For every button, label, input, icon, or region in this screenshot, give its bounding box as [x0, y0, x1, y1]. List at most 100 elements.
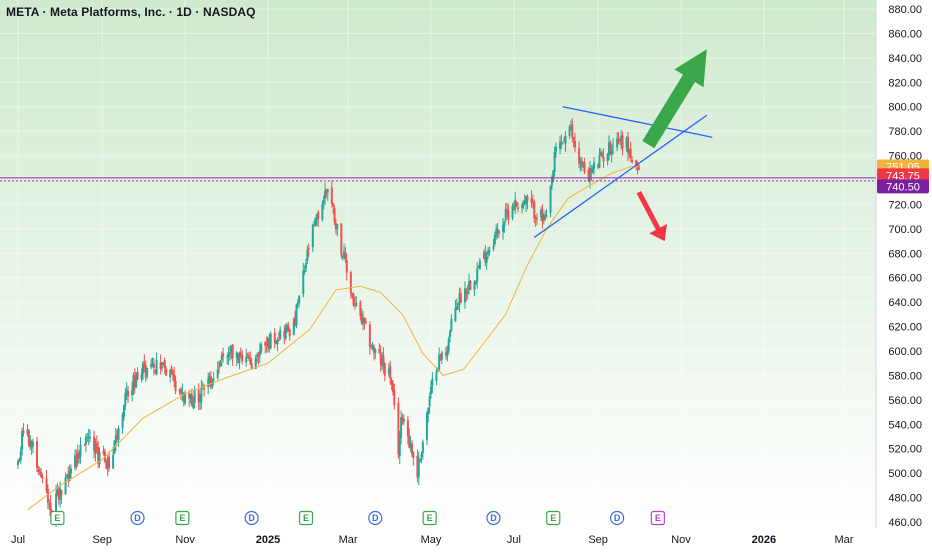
time-tick-label: Sep: [588, 534, 608, 546]
candle-body: [79, 444, 82, 457]
candle: [112, 447, 115, 469]
earnings-marker[interactable]: E: [298, 510, 314, 526]
dividend-marker[interactable]: D: [244, 510, 259, 526]
candle-body: [122, 405, 125, 417]
candle: [431, 372, 434, 394]
candle: [478, 258, 481, 270]
candle-body: [106, 457, 109, 468]
arrow-down[interactable]: [636, 191, 667, 242]
candle: [180, 386, 183, 401]
price-tick-label: 880.00: [888, 4, 922, 16]
candle: [325, 188, 328, 198]
trendline[interactable]: [533, 114, 708, 238]
candle-body: [239, 352, 242, 355]
candle-body: [398, 436, 401, 457]
candle-body: [466, 291, 469, 294]
candle-body: [247, 356, 250, 359]
candle: [463, 281, 466, 309]
candle: [105, 459, 108, 470]
candle: [144, 360, 147, 382]
candle-body: [571, 124, 574, 138]
candle: [598, 147, 601, 169]
candle: [67, 466, 70, 488]
earnings-marker[interactable]: E: [650, 510, 665, 526]
earnings-marker[interactable]: E: [50, 510, 65, 526]
candle: [36, 436, 39, 472]
candle-body: [550, 178, 553, 186]
candle-body: [515, 201, 518, 206]
candle: [526, 194, 529, 210]
dividend-marker[interactable]: D: [368, 510, 383, 526]
dividend-marker[interactable]: D: [610, 510, 625, 526]
candle: [379, 345, 382, 373]
candle-body: [493, 235, 496, 245]
earnings-marker[interactable]: E: [175, 510, 190, 526]
candle: [26, 424, 29, 437]
candle: [447, 336, 450, 354]
candle: [220, 351, 223, 366]
candle: [355, 295, 358, 307]
price-tick-label: 540.00: [888, 419, 922, 431]
candle: [219, 359, 222, 368]
candle-body: [579, 162, 582, 165]
candle-body: [277, 339, 280, 341]
candle: [298, 295, 301, 308]
candle-body: [568, 126, 571, 137]
candle: [79, 437, 82, 464]
marker-label: E: [427, 513, 433, 523]
candle: [626, 131, 629, 162]
candle-body: [393, 390, 396, 406]
candle: [266, 336, 269, 353]
candle: [311, 223, 314, 253]
dividend-marker[interactable]: D: [130, 510, 145, 526]
candle: [616, 132, 619, 152]
candle-body: [287, 325, 290, 332]
candle-body: [522, 200, 525, 208]
candle: [597, 163, 600, 170]
dividend-marker[interactable]: D: [486, 510, 501, 526]
candle: [159, 354, 162, 375]
candle: [189, 393, 192, 404]
candle: [583, 157, 586, 175]
candle: [469, 279, 472, 290]
candle: [374, 348, 377, 360]
candle: [46, 484, 49, 509]
candle: [497, 229, 500, 238]
price-axis[interactable]: 460.00 480.00 500.00 520.00 540.00 560.00 580.…: [888, 4, 922, 529]
candle: [268, 333, 271, 353]
candle-body: [450, 319, 453, 331]
candle-body: [389, 366, 392, 379]
candle-body: [56, 489, 59, 495]
candle: [495, 224, 498, 240]
candle: [352, 292, 355, 307]
candle-body: [265, 344, 268, 346]
earnings-marker[interactable]: E: [422, 510, 437, 526]
candle: [93, 430, 96, 459]
candle: [307, 243, 310, 258]
candle: [370, 344, 373, 350]
candle-body: [314, 217, 317, 226]
candle: [106, 455, 109, 477]
candle-body: [324, 190, 327, 199]
candle-body: [30, 440, 33, 448]
earnings-marker[interactable]: E: [546, 510, 561, 526]
candle: [521, 203, 524, 214]
candle-body: [143, 362, 146, 367]
candle: [572, 136, 575, 148]
candle-body: [152, 363, 155, 369]
candle-body: [279, 329, 282, 340]
candle: [84, 433, 87, 453]
candle-body: [216, 369, 219, 378]
candle-body: [526, 196, 529, 201]
trendline[interactable]: [562, 106, 713, 138]
candle-body: [332, 203, 335, 206]
arrow-up[interactable]: [642, 49, 707, 149]
candle: [435, 367, 438, 386]
candle: [382, 347, 385, 374]
price-tick-label: 720.00: [888, 199, 922, 211]
candle: [559, 136, 562, 155]
time-axis[interactable]: Jul Sep Nov 2025 Mar May Jul Sep Nov 2026 Mar: [11, 534, 854, 546]
